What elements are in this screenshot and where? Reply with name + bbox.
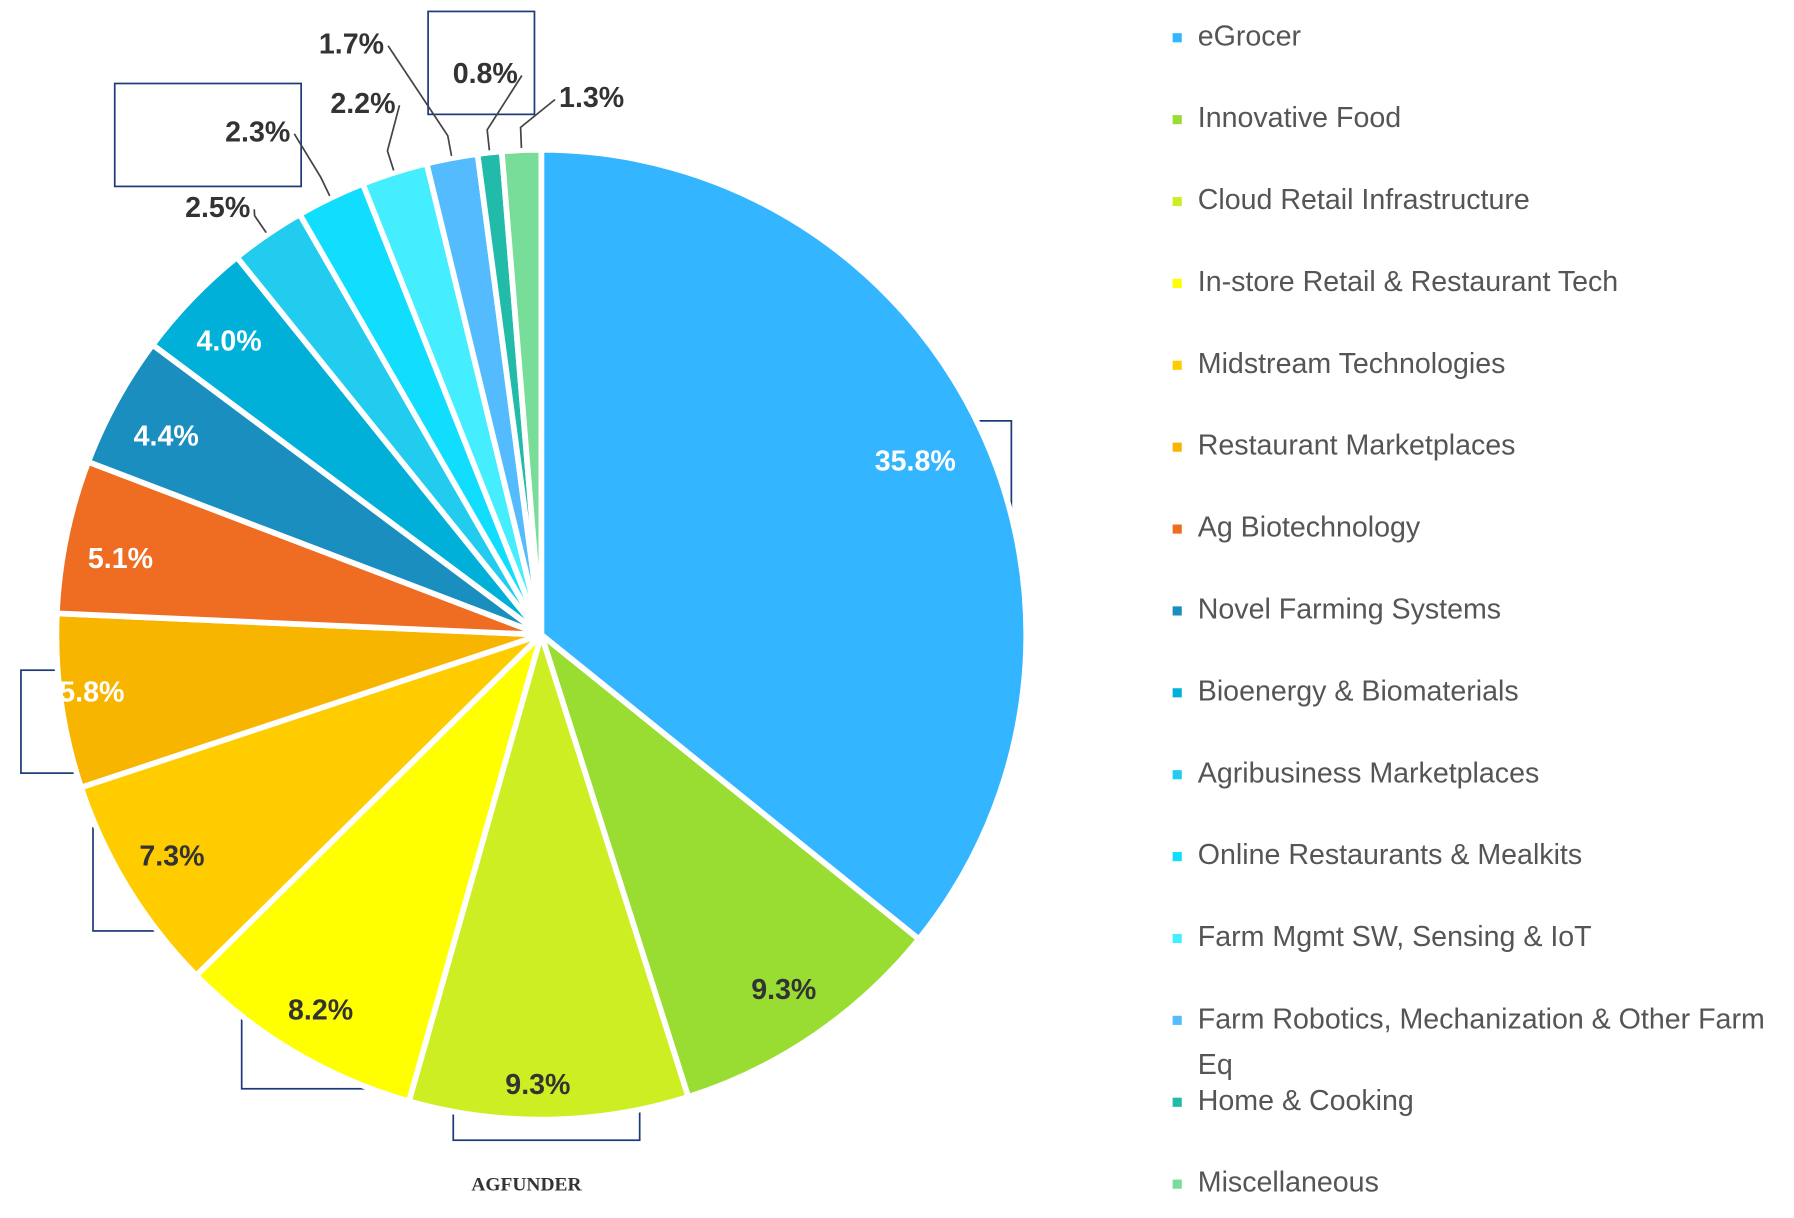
legend-swatch	[1172, 688, 1182, 698]
data-label: 0.8%	[453, 58, 518, 90]
legend-swatch	[1172, 606, 1182, 616]
pie-slice	[498, 146, 545, 638]
data-label: 35.8%	[875, 446, 956, 478]
legend-label: Farm Mgmt SW, Sensing & IoT	[1198, 921, 1592, 953]
pie	[53, 146, 1030, 1123]
legend-label: Ag Biotechnology	[1198, 512, 1421, 544]
legend-swatch	[1172, 278, 1182, 288]
legend-label: Bioenergy & Biomaterials	[1198, 675, 1519, 707]
legend-swatch	[1172, 196, 1182, 207]
legend-line: Farm Robotics, Mechanization & Other Far…	[1198, 1003, 1765, 1035]
pie-slice	[53, 610, 545, 791]
legend-swatch	[1172, 115, 1182, 125]
legend-swatch	[1172, 933, 1182, 944]
data-label: 2.3%	[225, 116, 290, 148]
pie-slice	[538, 146, 1030, 942]
leader-line	[293, 133, 331, 197]
pie-slice	[406, 631, 692, 1123]
leader-line	[253, 209, 267, 234]
pie-slice	[538, 631, 922, 1100]
callout-box	[427, 10, 536, 116]
legend-label: Online Restaurants & Mealkits	[1198, 839, 1582, 871]
legend: eGrocer Innovative Food Cloud Retail Infra…	[1172, 20, 1765, 1199]
data-label: 5.1%	[88, 543, 153, 575]
data-label: 1.3%	[559, 82, 624, 114]
legend-swatch	[1172, 1179, 1182, 1189]
data-label: 5.8%	[59, 677, 124, 709]
logo: AGFUNDER	[471, 1174, 582, 1195]
legend-swatch	[1172, 33, 1182, 43]
legend-swatch	[1172, 360, 1182, 370]
legend-label: Farm Robotics, Mechanization & Other Far…	[1198, 1003, 1765, 1081]
legend-label: eGrocer	[1198, 20, 1302, 52]
leader-line	[386, 104, 401, 171]
legend-label: Innovative Food	[1198, 102, 1401, 134]
legend-label: Restaurant Marketplaces	[1198, 430, 1516, 462]
data-label: 4.4%	[134, 421, 199, 453]
legend-label: Miscellaneous	[1198, 1167, 1379, 1199]
legend-label: Agribusiness Marketplaces	[1198, 757, 1540, 789]
legend-label: Home & Cooking	[1198, 1085, 1414, 1117]
leader-line	[486, 75, 523, 151]
data-label: 7.3%	[139, 840, 204, 872]
data-label: 9.3%	[751, 974, 816, 1006]
pie-slice	[78, 631, 545, 979]
leader-line	[387, 45, 453, 157]
legend-swatch	[1172, 770, 1182, 780]
legend-line: Eq	[1198, 1049, 1233, 1081]
legend-label: Midstream Technologies	[1198, 348, 1506, 380]
legend-label: Cloud Retail Infrastructure	[1198, 184, 1530, 216]
legend-swatch	[1172, 1015, 1182, 1025]
leader-line	[519, 98, 556, 148]
legend-swatch	[1172, 852, 1182, 862]
legend-swatch	[1172, 442, 1182, 452]
legend-label: Novel Farming Systems	[1198, 593, 1501, 625]
data-label: 8.2%	[288, 995, 353, 1027]
legend-label: In-store Retail & Restaurant Tech	[1198, 266, 1618, 298]
pie-slice	[193, 631, 545, 1105]
data-label: 4.0%	[197, 326, 262, 358]
data-label: 1.7%	[319, 28, 384, 60]
callout-box	[113, 82, 303, 188]
legend-swatch	[1172, 524, 1182, 534]
data-label: 2.5%	[185, 192, 250, 224]
data-label: 9.3%	[505, 1069, 570, 1101]
data-label: 2.2%	[330, 88, 395, 120]
legend-swatch	[1172, 1097, 1182, 1107]
